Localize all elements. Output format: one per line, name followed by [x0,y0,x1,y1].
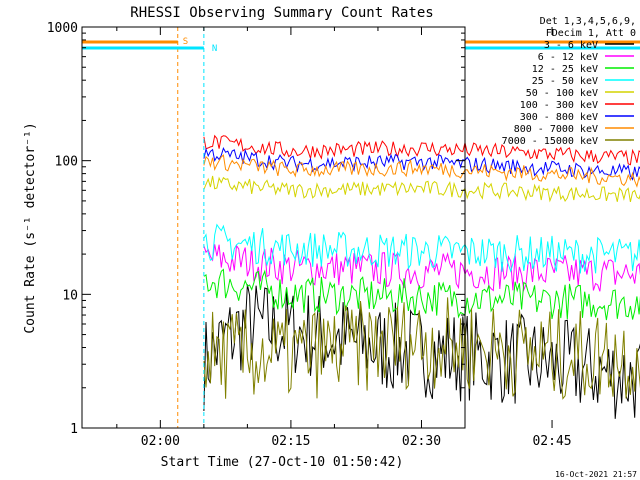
series-line-4 [203,175,640,203]
legend-label: 50 - 100 keV [526,88,598,99]
series-line-0 [203,284,640,419]
legend-label: 7000 - 15000 keV [502,136,598,147]
y-tick-label: 1 [70,422,78,437]
x-tick-label: 02:15 [271,434,310,449]
legend-label: 3 - 6 keV [544,40,598,51]
legend-label: 25 - 50 keV [532,76,598,87]
legend-label: 100 - 300 keV [520,100,598,111]
plot-frame [81,26,466,429]
legend: Det 1,3,4,5,6,9,FDecim 1, Att 03 - 6 keV… [502,16,636,147]
y-tick-label: 10 [62,288,78,303]
timestamp: 16-Oct-2021 21:57 [555,470,637,479]
legend-label: 800 - 7000 keV [514,124,598,135]
series-layer [203,134,640,419]
legend-header: FDecim 1, Att 0 [546,28,636,39]
x-axis-label: Start Time (27-Oct-10 01:50:42) [161,455,404,470]
y-axis-label: Count Rate (s⁻¹ detector⁻¹) [23,122,38,333]
marker-layer: SN [82,27,640,428]
series-line-8 [203,297,640,400]
x-tick-label: 02:00 [141,434,180,449]
axes-layer: 02:0002:1502:3002:4503:0003:1503:3011010… [47,21,572,449]
legend-label: 300 - 800 keV [520,112,598,123]
saa-marker-label: S [183,37,188,47]
series-line-6 [203,147,640,181]
y-tick-label: 100 [55,155,78,170]
series-line-5 [203,134,640,166]
night-marker-label: N [212,44,217,54]
x-tick-label: 02:30 [402,434,441,449]
series-line-3 [203,223,640,274]
series-line-2 [203,268,640,321]
y-tick-label: 1000 [47,21,78,36]
legend-label: 6 - 12 keV [538,52,598,63]
series-line-1 [203,244,640,292]
x-tick-label: 02:45 [532,434,571,449]
chart-title: RHESSI Observing Summary Count Rates [130,5,433,21]
legend-label: 12 - 25 keV [532,64,598,75]
legend-header: Det 1,3,4,5,6,9, [540,16,636,27]
series-line-7 [203,154,640,188]
